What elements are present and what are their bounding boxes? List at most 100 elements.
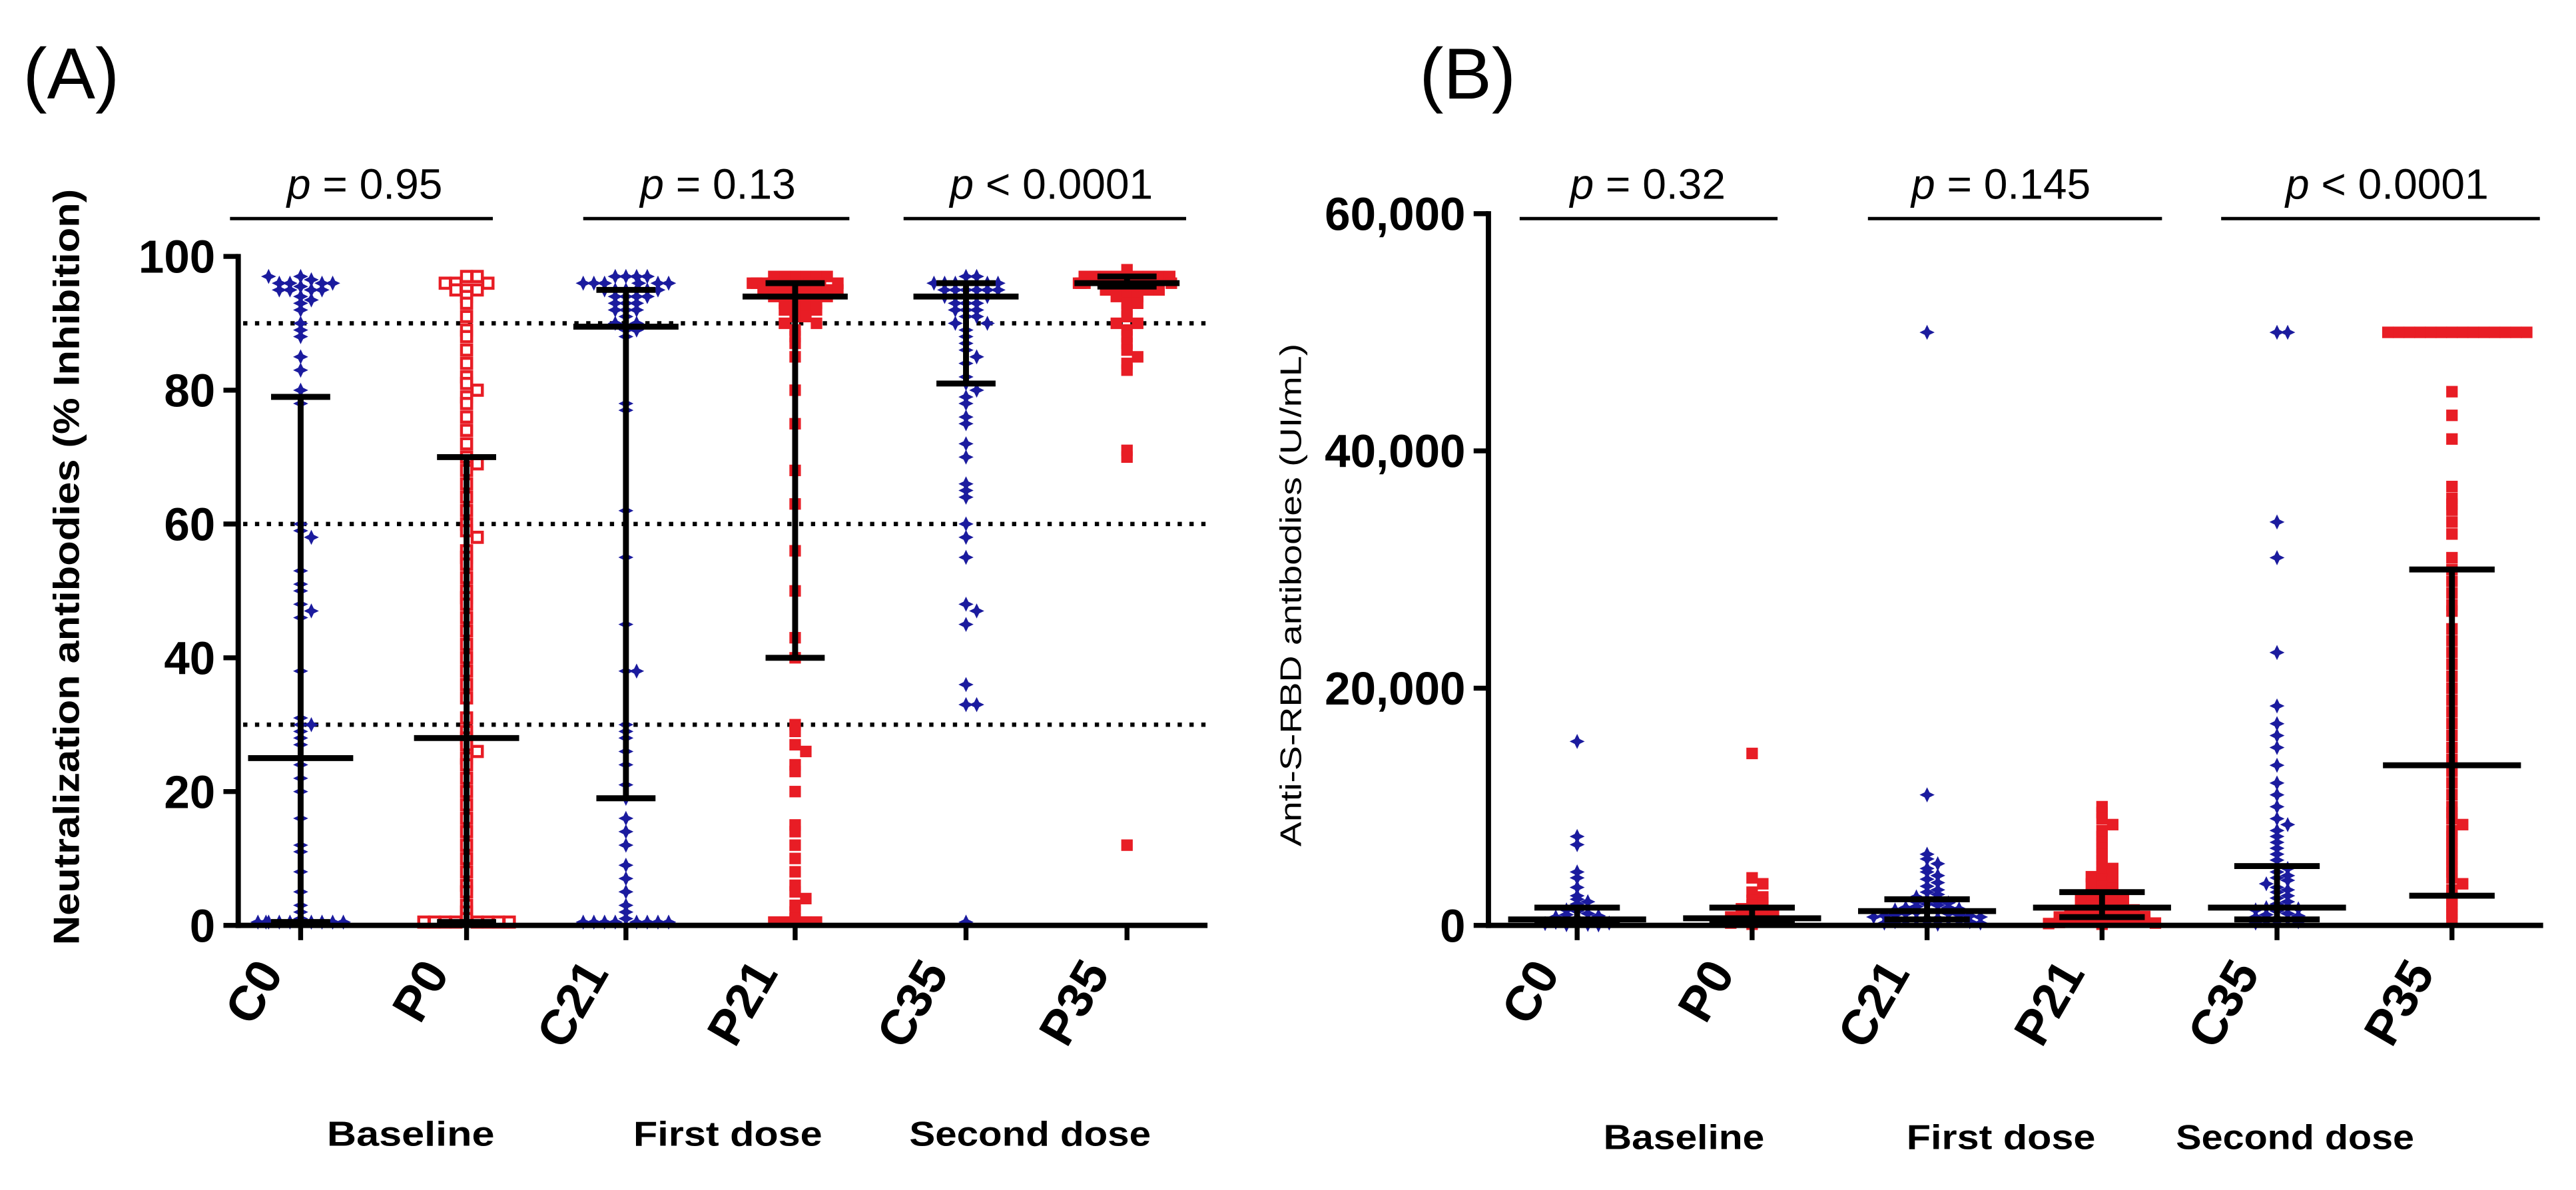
- data-point-c0: [304, 282, 319, 298]
- data-point-p35: [1131, 297, 1143, 310]
- data-point-p35: [2446, 516, 2458, 528]
- data-point-c35: [958, 617, 974, 633]
- median-iqr-c35: [913, 280, 1019, 387]
- data-point-p35: [2446, 528, 2458, 540]
- data-points: [250, 264, 1177, 930]
- data-point-p0: [460, 343, 474, 357]
- data-point-c35: [2269, 645, 2285, 661]
- data-point-p0: [460, 296, 474, 310]
- data-point-c0: [325, 914, 340, 930]
- data-point-c35: [2280, 872, 2296, 888]
- category-label: C35: [866, 951, 959, 1057]
- data-point-c21: [629, 322, 645, 338]
- data-point-c21: [618, 810, 634, 826]
- data-point-c21: [607, 914, 623, 930]
- data-point-c35: [2280, 816, 2296, 832]
- data-point-p0: [470, 744, 484, 758]
- data-point-p35: [1121, 310, 1133, 323]
- data-point-p0: [460, 376, 474, 390]
- data-point-c35: [958, 549, 974, 565]
- data-point-c21: [629, 663, 645, 679]
- median-iqr-p35: [2383, 566, 2521, 899]
- panel-a: (A) Neutralization antibodies (% Inhibit…: [23, 34, 1208, 1153]
- data-point-c35: [958, 529, 974, 545]
- data-point-c21: [661, 275, 677, 291]
- category-label: C21: [525, 951, 619, 1057]
- data-point-c35: [2269, 775, 2285, 791]
- y-tick-label: 100: [139, 231, 215, 283]
- data-point-c35: [926, 275, 942, 291]
- data-point-c0: [1569, 828, 1585, 844]
- data-point-p35: [2467, 326, 2479, 338]
- data-point-c0: [304, 717, 319, 733]
- median-iqr-bars: [1508, 566, 2521, 928]
- data-point-p21: [832, 284, 844, 296]
- y-axis-title-b: Anti-S-RBD antibodies (UI/mL): [1275, 344, 1308, 846]
- data-point-p21: [800, 892, 812, 905]
- data-point-c35: [2269, 728, 2285, 743]
- group-label: Second dose: [2176, 1117, 2414, 1156]
- data-point-p0: [481, 276, 495, 290]
- data-point-p35: [2457, 818, 2469, 830]
- data-point-p0: [460, 424, 474, 438]
- data-point-c0: [314, 282, 330, 298]
- data-point-c0: [293, 382, 308, 398]
- data-point-c21: [1919, 787, 1935, 802]
- y-tick-label: 20,000: [1325, 663, 1465, 715]
- data-point-c35: [969, 349, 984, 365]
- data-point-c21: [639, 914, 655, 930]
- y-tick-label: 40,000: [1325, 426, 1465, 477]
- data-point-c35: [958, 436, 974, 451]
- data-point-c35: [958, 596, 974, 612]
- data-point-p35: [2446, 504, 2458, 516]
- data-point-c0: [304, 529, 319, 545]
- data-point-c21: [661, 914, 677, 930]
- data-point-c0: [336, 914, 351, 930]
- data-point-c0: [293, 268, 308, 284]
- data-point-p35: [2457, 326, 2469, 338]
- data-point-p21: [810, 317, 822, 330]
- p-value-second-dose-b: p < 0.0001: [2284, 160, 2489, 208]
- data-point-p0: [460, 310, 474, 324]
- data-point-p35: [2414, 326, 2426, 338]
- data-point-c0: [250, 914, 266, 930]
- data-point-p35: [2435, 326, 2447, 338]
- data-point-c0: [325, 275, 340, 291]
- data-point-c21: [629, 268, 645, 284]
- category-label: P21: [2003, 951, 2095, 1055]
- data-point-p35: [1121, 451, 1133, 463]
- data-point-p0: [460, 356, 474, 370]
- category-label: P35: [2353, 951, 2445, 1055]
- group-label: Baseline: [327, 1114, 495, 1153]
- data-point-c21: [575, 275, 591, 291]
- data-point-c21: [618, 268, 634, 284]
- data-point-p35: [2446, 480, 2458, 493]
- y-tick-label: 60,000: [1325, 188, 1465, 240]
- data-point-p0: [460, 410, 474, 424]
- data-point-c35: [958, 396, 974, 412]
- data-point-c0: [293, 302, 308, 318]
- data-point-p35: [1121, 364, 1133, 376]
- category-label: C0: [1490, 951, 1570, 1033]
- p-value-first-dose-b: p = 0.145: [1910, 160, 2091, 208]
- median-iqr-p0: [414, 453, 519, 926]
- p-value-baseline-b: p = 0.32: [1568, 160, 1726, 208]
- median-iqr-bars: [248, 273, 1180, 926]
- data-point-c21: [575, 914, 591, 930]
- group-label: First dose: [1907, 1117, 2096, 1156]
- data-point-c0: [293, 349, 308, 365]
- data-points: [1537, 324, 2533, 933]
- panel-label-a: (A): [23, 34, 120, 115]
- data-point-c21: [629, 302, 645, 318]
- median-iqr-c21: [1857, 896, 1997, 923]
- data-point-p35: [2521, 326, 2533, 338]
- data-point-p35: [1110, 290, 1122, 302]
- group-label: Baseline: [1604, 1117, 1765, 1156]
- data-point-c21: [1930, 856, 1945, 872]
- data-point-c35: [958, 697, 974, 713]
- category-label: C21: [1827, 951, 1920, 1057]
- y-tick-label: 60: [164, 499, 215, 551]
- data-point-c35: [969, 603, 984, 619]
- data-point-c0: [293, 362, 308, 378]
- data-point-c21: [586, 275, 602, 291]
